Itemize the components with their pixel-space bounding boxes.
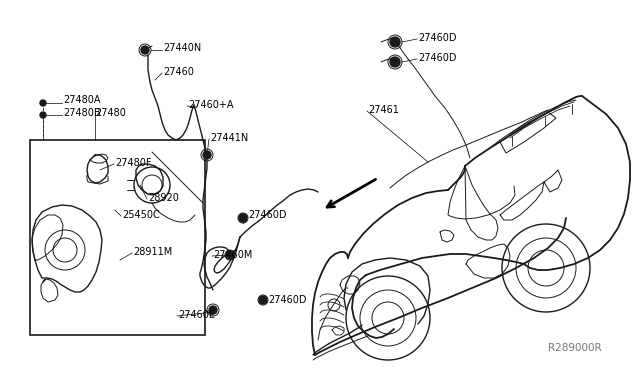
Text: R289000R: R289000R — [548, 343, 602, 353]
Circle shape — [203, 151, 211, 159]
Circle shape — [259, 296, 267, 304]
Circle shape — [40, 112, 46, 118]
Text: 27460+A: 27460+A — [188, 100, 234, 110]
Text: 27480F: 27480F — [115, 158, 152, 168]
Text: 27460D: 27460D — [418, 53, 456, 63]
Bar — [30, 140, 205, 335]
Text: 27460: 27460 — [163, 67, 194, 77]
Circle shape — [209, 306, 217, 314]
Text: 27480A: 27480A — [63, 95, 100, 105]
Text: 27460D: 27460D — [268, 295, 307, 305]
Text: 27460D: 27460D — [418, 33, 456, 43]
Text: 27440N: 27440N — [163, 43, 201, 53]
Text: 28920: 28920 — [148, 193, 179, 203]
Circle shape — [40, 100, 46, 106]
Text: 27461: 27461 — [368, 105, 399, 115]
Circle shape — [390, 57, 400, 67]
Text: 25450C: 25450C — [122, 210, 160, 220]
Circle shape — [226, 251, 234, 259]
Text: 27480: 27480 — [95, 108, 126, 118]
Text: 27460E: 27460E — [178, 310, 215, 320]
Text: 27460D: 27460D — [248, 210, 287, 220]
Text: 27460M: 27460M — [213, 250, 252, 260]
Text: 27441N: 27441N — [210, 133, 248, 143]
Circle shape — [141, 46, 149, 54]
Text: 27480B: 27480B — [63, 108, 100, 118]
Circle shape — [239, 214, 247, 222]
Text: 28911M: 28911M — [133, 247, 172, 257]
Circle shape — [390, 37, 400, 47]
